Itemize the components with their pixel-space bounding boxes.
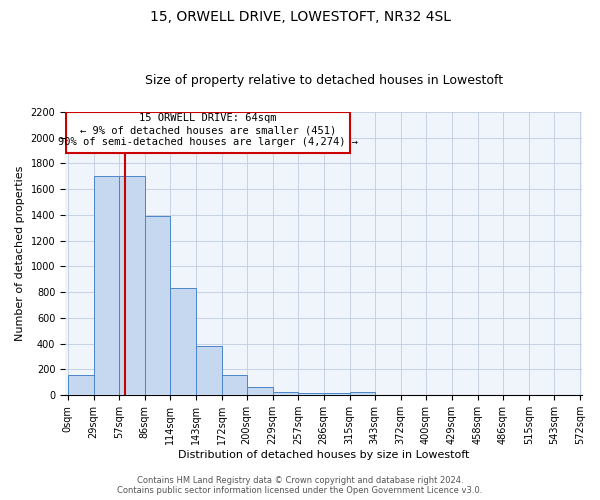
Text: 15, ORWELL DRIVE, LOWESTOFT, NR32 4SL: 15, ORWELL DRIVE, LOWESTOFT, NR32 4SL: [149, 10, 451, 24]
Title: Size of property relative to detached houses in Lowestoft: Size of property relative to detached ho…: [145, 74, 503, 87]
Bar: [324, 392, 350, 395]
Text: ← 9% of detached houses are smaller (451): ← 9% of detached houses are smaller (451…: [80, 126, 336, 136]
Bar: [94, 176, 119, 395]
Text: 15 ORWELL DRIVE: 64sqm: 15 ORWELL DRIVE: 64sqm: [139, 113, 277, 123]
Bar: [222, 374, 247, 395]
Bar: [247, 387, 272, 395]
Bar: [170, 288, 196, 395]
Bar: [68, 376, 94, 395]
Y-axis label: Number of detached properties: Number of detached properties: [15, 166, 25, 341]
X-axis label: Distribution of detached houses by size in Lowestoft: Distribution of detached houses by size …: [178, 450, 469, 460]
Bar: [119, 176, 145, 395]
Bar: [196, 346, 221, 395]
Bar: [298, 392, 323, 395]
Bar: [66, 112, 350, 153]
Bar: [145, 216, 170, 395]
Bar: [350, 392, 374, 395]
Text: Contains HM Land Registry data © Crown copyright and database right 2024.
Contai: Contains HM Land Registry data © Crown c…: [118, 476, 482, 495]
Bar: [273, 392, 298, 395]
Text: 90% of semi-detached houses are larger (4,274) →: 90% of semi-detached houses are larger (…: [58, 136, 358, 146]
